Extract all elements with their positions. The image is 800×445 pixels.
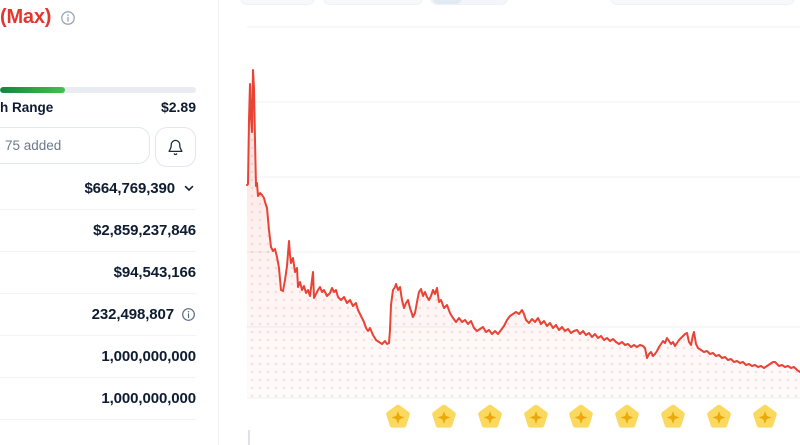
price-change-title-row: (Max) (0, 6, 76, 29)
event-marker-icon[interactable] (660, 404, 686, 430)
event-marker-icon[interactable] (614, 404, 640, 430)
info-icon[interactable] (181, 307, 196, 322)
stat-value: 1,000,000,000 (101, 390, 196, 407)
chart-scale-selected-segment[interactable] (432, 0, 462, 4)
price-line (246, 69, 800, 373)
price-alert-button[interactable] (155, 127, 196, 167)
panel-chart-divider (218, 0, 220, 445)
axis-edge-tick (248, 430, 250, 445)
add-to-portfolio-button[interactable]: 75 added (0, 127, 150, 164)
range-label: h Range (0, 99, 54, 115)
range-high-value: $2.89 (160, 99, 196, 115)
stat-row-max-supply: 1,000,000,000 (0, 378, 196, 420)
event-marker-icon[interactable] (477, 404, 503, 430)
stat-row-circulating-supply: 232,498,807 (0, 294, 196, 336)
stat-value: $664,769,390 (84, 179, 175, 197)
stat-row-volume: $94,543,166 (0, 252, 196, 294)
stat-value: 232,498,807 (91, 306, 174, 323)
event-marker-icon[interactable] (706, 404, 732, 430)
event-marker-icon[interactable] (752, 404, 778, 430)
chart-area-dot-pattern (247, 70, 800, 398)
stats-panel: (Max) h Range $2.89 75 added (0, 0, 218, 445)
watchlist-row: 75 added (0, 127, 218, 167)
range-row: h Range $2.89 (0, 99, 196, 115)
event-marker-icon[interactable] (523, 404, 549, 430)
stat-value: 1,000,000,000 (101, 348, 196, 365)
event-marker-icon[interactable] (431, 404, 457, 430)
stat-value: $2,859,237,846 (93, 222, 196, 239)
event-marker-icon[interactable] (568, 404, 594, 430)
max-range-label: (Max) (0, 6, 52, 28)
range-progress-bar (0, 87, 196, 93)
stat-row-fdv: $2,859,237,846 (0, 210, 196, 252)
range-progress-fill (0, 87, 65, 93)
stat-row-total-supply: 1,000,000,000 (0, 336, 196, 378)
info-icon[interactable] (60, 10, 76, 26)
event-marker-icon[interactable] (385, 404, 411, 430)
stats-table: $664,769,390 $2,859,237,846 $94,543,166 … (0, 167, 196, 420)
bell-icon (167, 139, 184, 156)
stat-row-market-cap: $664,769,390 (0, 167, 196, 210)
chevron-down-icon[interactable] (182, 181, 196, 195)
stat-value: $94,543,166 (113, 264, 196, 281)
portfolio-added-count: 75 added (5, 138, 62, 153)
